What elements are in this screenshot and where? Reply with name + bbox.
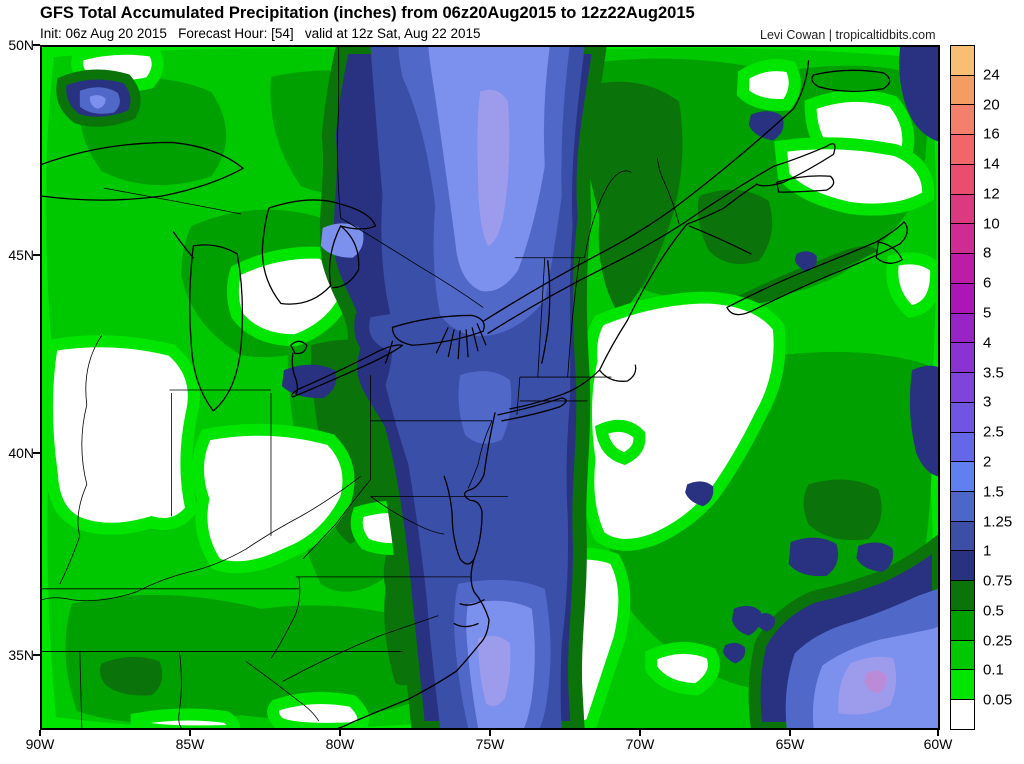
colorbar-cell-12 bbox=[951, 402, 974, 433]
colorbar-cell-22 bbox=[951, 700, 974, 729]
pei-outline bbox=[776, 175, 835, 193]
lon-label-60W: 60W bbox=[923, 736, 953, 752]
precip-shading-layer bbox=[42, 47, 938, 728]
lon-tick-85W bbox=[189, 730, 191, 736]
colorbar-label-0.5: 0.5 bbox=[983, 602, 1004, 620]
colorbar-label-10: 10 bbox=[983, 215, 1000, 233]
lake-champlain bbox=[541, 260, 551, 364]
lat-tick-35N bbox=[33, 654, 40, 656]
lon-label-65W: 65W bbox=[775, 736, 805, 752]
lon-label-70W: 70W bbox=[625, 736, 655, 752]
colorbar-cell-10 bbox=[951, 343, 974, 374]
coastline-layer bbox=[42, 60, 908, 728]
colorbar-cell-17 bbox=[951, 551, 974, 582]
colorbar-label-1: 1 bbox=[983, 542, 992, 560]
lake-superior-outline bbox=[42, 141, 244, 201]
colorbar-label-5: 5 bbox=[983, 304, 992, 322]
gaspe-peninsula bbox=[756, 143, 836, 187]
colorbar-cell-9 bbox=[951, 313, 974, 344]
lat-tick-45N bbox=[33, 254, 40, 256]
colorbar-label-14: 14 bbox=[983, 155, 1000, 173]
lon-label-80W: 80W bbox=[325, 736, 355, 752]
finger-lakes-hachures bbox=[435, 323, 487, 360]
colorbar-cell-2 bbox=[951, 105, 974, 136]
detroit-river bbox=[290, 340, 308, 396]
lon-tick-70W bbox=[639, 730, 641, 736]
colorbar-cell-16 bbox=[951, 521, 974, 552]
colorbar-cell-15 bbox=[951, 492, 974, 522]
midatlantic-coast bbox=[443, 412, 496, 565]
offshore-precip-blob bbox=[748, 534, 938, 728]
colorbar-cell-3 bbox=[951, 135, 974, 165]
colorbar-cell-7 bbox=[951, 254, 974, 284]
st-lawrence-river bbox=[482, 60, 810, 334]
colorbar-label-0.75: 0.75 bbox=[983, 572, 1013, 590]
map-frame bbox=[40, 45, 940, 730]
colorbar-cell-6 bbox=[951, 224, 974, 255]
colorbar-label-3: 3 bbox=[983, 393, 992, 411]
lat-label-45N: 45N bbox=[8, 247, 34, 263]
lon-tick-75W bbox=[489, 730, 491, 736]
colorbar-cell-8 bbox=[951, 283, 974, 314]
long-island-outline bbox=[497, 397, 567, 422]
southeast-coast bbox=[338, 558, 490, 728]
nova-scotia-outline bbox=[726, 221, 908, 316]
colorbar-cell-11 bbox=[951, 373, 974, 403]
colorbar-label-24: 24 bbox=[983, 66, 1000, 84]
colorbar-cell-20 bbox=[951, 640, 974, 671]
page-title: GFS Total Accumulated Precipitation (inc… bbox=[40, 4, 695, 22]
colorbar-cell-19 bbox=[951, 610, 974, 641]
credit-line: Levi Cowan | tropicaltidbits.com bbox=[760, 28, 936, 42]
lake-michigan-outline bbox=[172, 231, 244, 412]
new-brunswick-coast bbox=[686, 183, 758, 255]
lat-label-40N: 40N bbox=[8, 445, 34, 461]
colorbar-label-0.05: 0.05 bbox=[983, 691, 1013, 709]
colorbar-label-1.25: 1.25 bbox=[983, 513, 1013, 531]
model-init-line: Init: 06z Aug 20 2015 Forecast Hour: [54… bbox=[40, 26, 481, 41]
lon-label-75W: 75W bbox=[475, 736, 505, 752]
precip-map-canvas bbox=[42, 47, 938, 728]
colorbar-cell-4 bbox=[951, 164, 974, 195]
niagara-river bbox=[384, 340, 394, 364]
colorbar-label-16: 16 bbox=[983, 125, 1000, 143]
colorbar-cell-0 bbox=[951, 46, 974, 76]
state-borders-layer bbox=[42, 47, 680, 728]
colorbar-cell-14 bbox=[951, 462, 974, 493]
lake-ontario-outline bbox=[391, 314, 485, 346]
colorbar-label-1.5: 1.5 bbox=[983, 483, 1004, 501]
colorbar-label-2: 2 bbox=[983, 453, 992, 471]
pamlico-sound bbox=[453, 599, 485, 628]
colorbar-label-12: 12 bbox=[983, 185, 1000, 203]
colorbar-cell-13 bbox=[951, 432, 974, 463]
lon-label-85W: 85W bbox=[175, 736, 205, 752]
lake-huron-outline bbox=[261, 199, 377, 305]
lake-superior-precip-blob bbox=[56, 69, 141, 127]
colorbar-label-8: 8 bbox=[983, 244, 992, 262]
colorbar-label-2.5: 2.5 bbox=[983, 423, 1004, 441]
colorbar-cell-1 bbox=[951, 75, 974, 106]
colorbar-label-20: 20 bbox=[983, 96, 1000, 114]
navy-spots bbox=[685, 47, 938, 664]
lon-tick-60W bbox=[937, 730, 939, 736]
anticosti-island bbox=[811, 69, 891, 92]
lon-tick-80W bbox=[339, 730, 341, 736]
maine-newengland-coast bbox=[509, 223, 688, 410]
colorbar-label-0.25: 0.25 bbox=[983, 632, 1013, 650]
colorbar bbox=[950, 45, 975, 730]
colorbar-label-3.5: 3.5 bbox=[983, 364, 1004, 382]
colorbar-label-4: 4 bbox=[983, 334, 992, 352]
colorbar-cell-21 bbox=[951, 670, 974, 701]
colorbar-label-6: 6 bbox=[983, 274, 992, 292]
lon-label-90W: 90W bbox=[25, 736, 55, 752]
lat-tick-50N bbox=[33, 44, 40, 46]
lat-label-50N: 50N bbox=[8, 37, 34, 53]
colorbar-cell-18 bbox=[951, 581, 974, 611]
lon-tick-65W bbox=[789, 730, 791, 736]
lat-label-35N: 35N bbox=[8, 647, 34, 663]
colorbar-label-0.1: 0.1 bbox=[983, 661, 1004, 679]
colorbar-cell-5 bbox=[951, 194, 974, 225]
lat-tick-40N bbox=[33, 452, 40, 454]
lon-tick-90W bbox=[39, 730, 41, 736]
